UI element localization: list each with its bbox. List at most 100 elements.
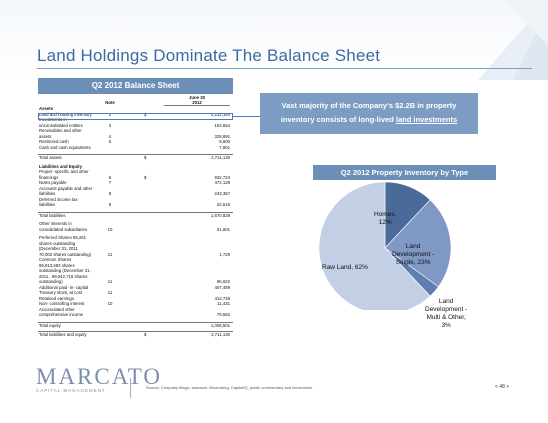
- row-label: shares outstanding: [39, 240, 76, 246]
- row-label: outstanding): [39, 279, 63, 284]
- row-label: outstanding (December 31,: [39, 268, 91, 273]
- callout-link: land investments: [395, 115, 458, 124]
- row-value: 407,469: [214, 284, 230, 290]
- row-label: Preferred Shares 69,261: [39, 235, 87, 240]
- row-value: 22,619: [216, 202, 230, 207]
- callout-box: Vast majority of the Company's $2.2B in …: [260, 93, 478, 134]
- pie-chart: [318, 181, 452, 310]
- column-date: June 30: [188, 95, 205, 100]
- row-currency: $: [144, 155, 147, 160]
- footer-divider: [130, 378, 131, 398]
- row-label: Liabilities and Equity: [39, 163, 82, 169]
- row-note: 10: [107, 226, 113, 232]
- row-note: 3: [108, 122, 112, 128]
- row-value: 1,008,501: [210, 322, 230, 328]
- callout-line-1: Vast majority of the Company's $2.2B in …: [281, 101, 457, 110]
- row-currency: $: [144, 111, 147, 117]
- pie-label-homes-line: Homes,: [374, 211, 397, 218]
- title-divider: [37, 68, 532, 69]
- row-label: 99,813,683 shares: [39, 262, 75, 268]
- row-label: Total equity: [39, 322, 61, 328]
- pie-label-lds-line: Land: [405, 243, 421, 250]
- row-currency: $: [144, 174, 147, 180]
- row-label: Treasury stock, at cost: [39, 290, 83, 295]
- row-note: 9: [108, 202, 112, 207]
- row-note: 7: [108, 180, 112, 185]
- row-label: Notes payable: [39, 180, 67, 185]
- row-value: 79,562: [216, 312, 230, 317]
- row-label: Project -specific and other: [39, 169, 89, 174]
- row-note: 10: [107, 301, 113, 306]
- row-label: 2011 , 99,042,718 shares: [39, 273, 88, 279]
- row-note: 11: [107, 251, 113, 257]
- pie-label-land-dev-multi: Land Development - Multi & Other, 3%: [425, 298, 467, 330]
- pie-label-ldm-line: Multi & Other,: [426, 314, 466, 321]
- row-label: Land and housing inventory: [39, 111, 92, 117]
- row-note: 6: [108, 174, 112, 180]
- row-label: Non- controlling interest: [39, 301, 85, 306]
- row-value: 96,622: [216, 279, 230, 284]
- column-note: Note: [105, 100, 115, 105]
- company-logo: MARCATO CAPITAL MANAGEMENT: [36, 364, 163, 394]
- row-label: Assets: [39, 106, 54, 111]
- table-row: Total liabilities and equity $2,711,130: [38, 331, 233, 337]
- logo-wordmark: MARCATO: [36, 364, 163, 389]
- row-value: 1,670,828: [210, 212, 230, 218]
- pie-label-raw-land: Raw Land, 62%: [322, 264, 368, 271]
- row-value: 2,212,184: [210, 111, 230, 117]
- row-note: 11: [107, 290, 113, 295]
- page-number: < 48 >: [495, 384, 510, 390]
- pie-label-ldm-line: Land: [438, 298, 454, 305]
- row-label: Retained earnings: [39, 295, 74, 301]
- row-note: 5: [108, 139, 112, 144]
- row-label: Common Shares: [39, 257, 72, 262]
- pie-label-homes-line: 12%: [378, 219, 392, 226]
- pie-slice-raw-land: [318, 181, 431, 310]
- row-label: Accounts payable and other: [39, 185, 93, 191]
- row-value: 243,357: [214, 191, 230, 196]
- pie-label-ldm-line: Development -: [425, 306, 468, 313]
- row-label: 70,002 shares outstanding): [39, 251, 92, 257]
- column-year: 2012: [164, 100, 230, 106]
- pie-label-land-dev-single: Land Development - Single, 23%: [392, 243, 434, 267]
- pie-label-ldm-line: 3%: [441, 322, 451, 329]
- row-label: Other interests in: [39, 221, 72, 226]
- row-label: financings: [39, 174, 59, 180]
- row-value: 328,891: [214, 133, 230, 139]
- pie-slice-land-development-single: [384, 199, 452, 288]
- row-label: Receivables and other: [39, 128, 82, 133]
- row-value: 472,128: [214, 180, 230, 185]
- row-value: 153,654: [214, 122, 230, 128]
- chart-title: Q2 2012 Property Inventory by Type: [313, 165, 496, 180]
- header-background: [0, 0, 548, 80]
- row-value: 2,711,130: [211, 155, 230, 160]
- pie-label-lds-line: Single, 23%: [395, 259, 431, 266]
- row-note: 8: [108, 191, 112, 196]
- decorative-triangles: [478, 0, 548, 80]
- source-note: Source: Company filings, research, Bloom…: [146, 385, 314, 390]
- row-label: Additional paid -in- capital: [39, 284, 89, 290]
- row-label: assets: [39, 133, 52, 139]
- table-row: Total assets $2,711,130: [38, 154, 233, 160]
- callout-line-2-text: inventory consists of long-lived: [280, 115, 396, 124]
- row-note: 11: [107, 279, 113, 284]
- row-value: 932,724: [214, 174, 230, 180]
- pie-label-lds-line: Development -: [392, 251, 435, 258]
- callout-connector: [233, 116, 260, 117]
- table-row: Total equity 1,008,501: [38, 321, 233, 328]
- row-label: liabilities: [39, 191, 56, 196]
- row-note: 2: [108, 111, 112, 117]
- slide-title: Land Holdings Dominate The Balance Sheet: [37, 46, 381, 65]
- callout-line-2: inventory consists of long-lived land in…: [260, 113, 478, 127]
- row-label: Total liabilities: [39, 212, 66, 218]
- row-value: 412,748: [214, 295, 230, 301]
- row-value: 7,801: [219, 144, 230, 150]
- row-label: Restricted cash: [39, 139, 69, 144]
- row-label: liabilities: [39, 202, 56, 207]
- row-label: Deferred income tax: [39, 196, 78, 202]
- row-note: 4: [108, 133, 112, 139]
- row-label: consolidated subsidiaries: [39, 226, 88, 232]
- highlight-land-inventory: [38, 113, 233, 120]
- row-currency: $: [144, 332, 147, 337]
- table-row: Total liabilities 1,670,828: [38, 211, 233, 218]
